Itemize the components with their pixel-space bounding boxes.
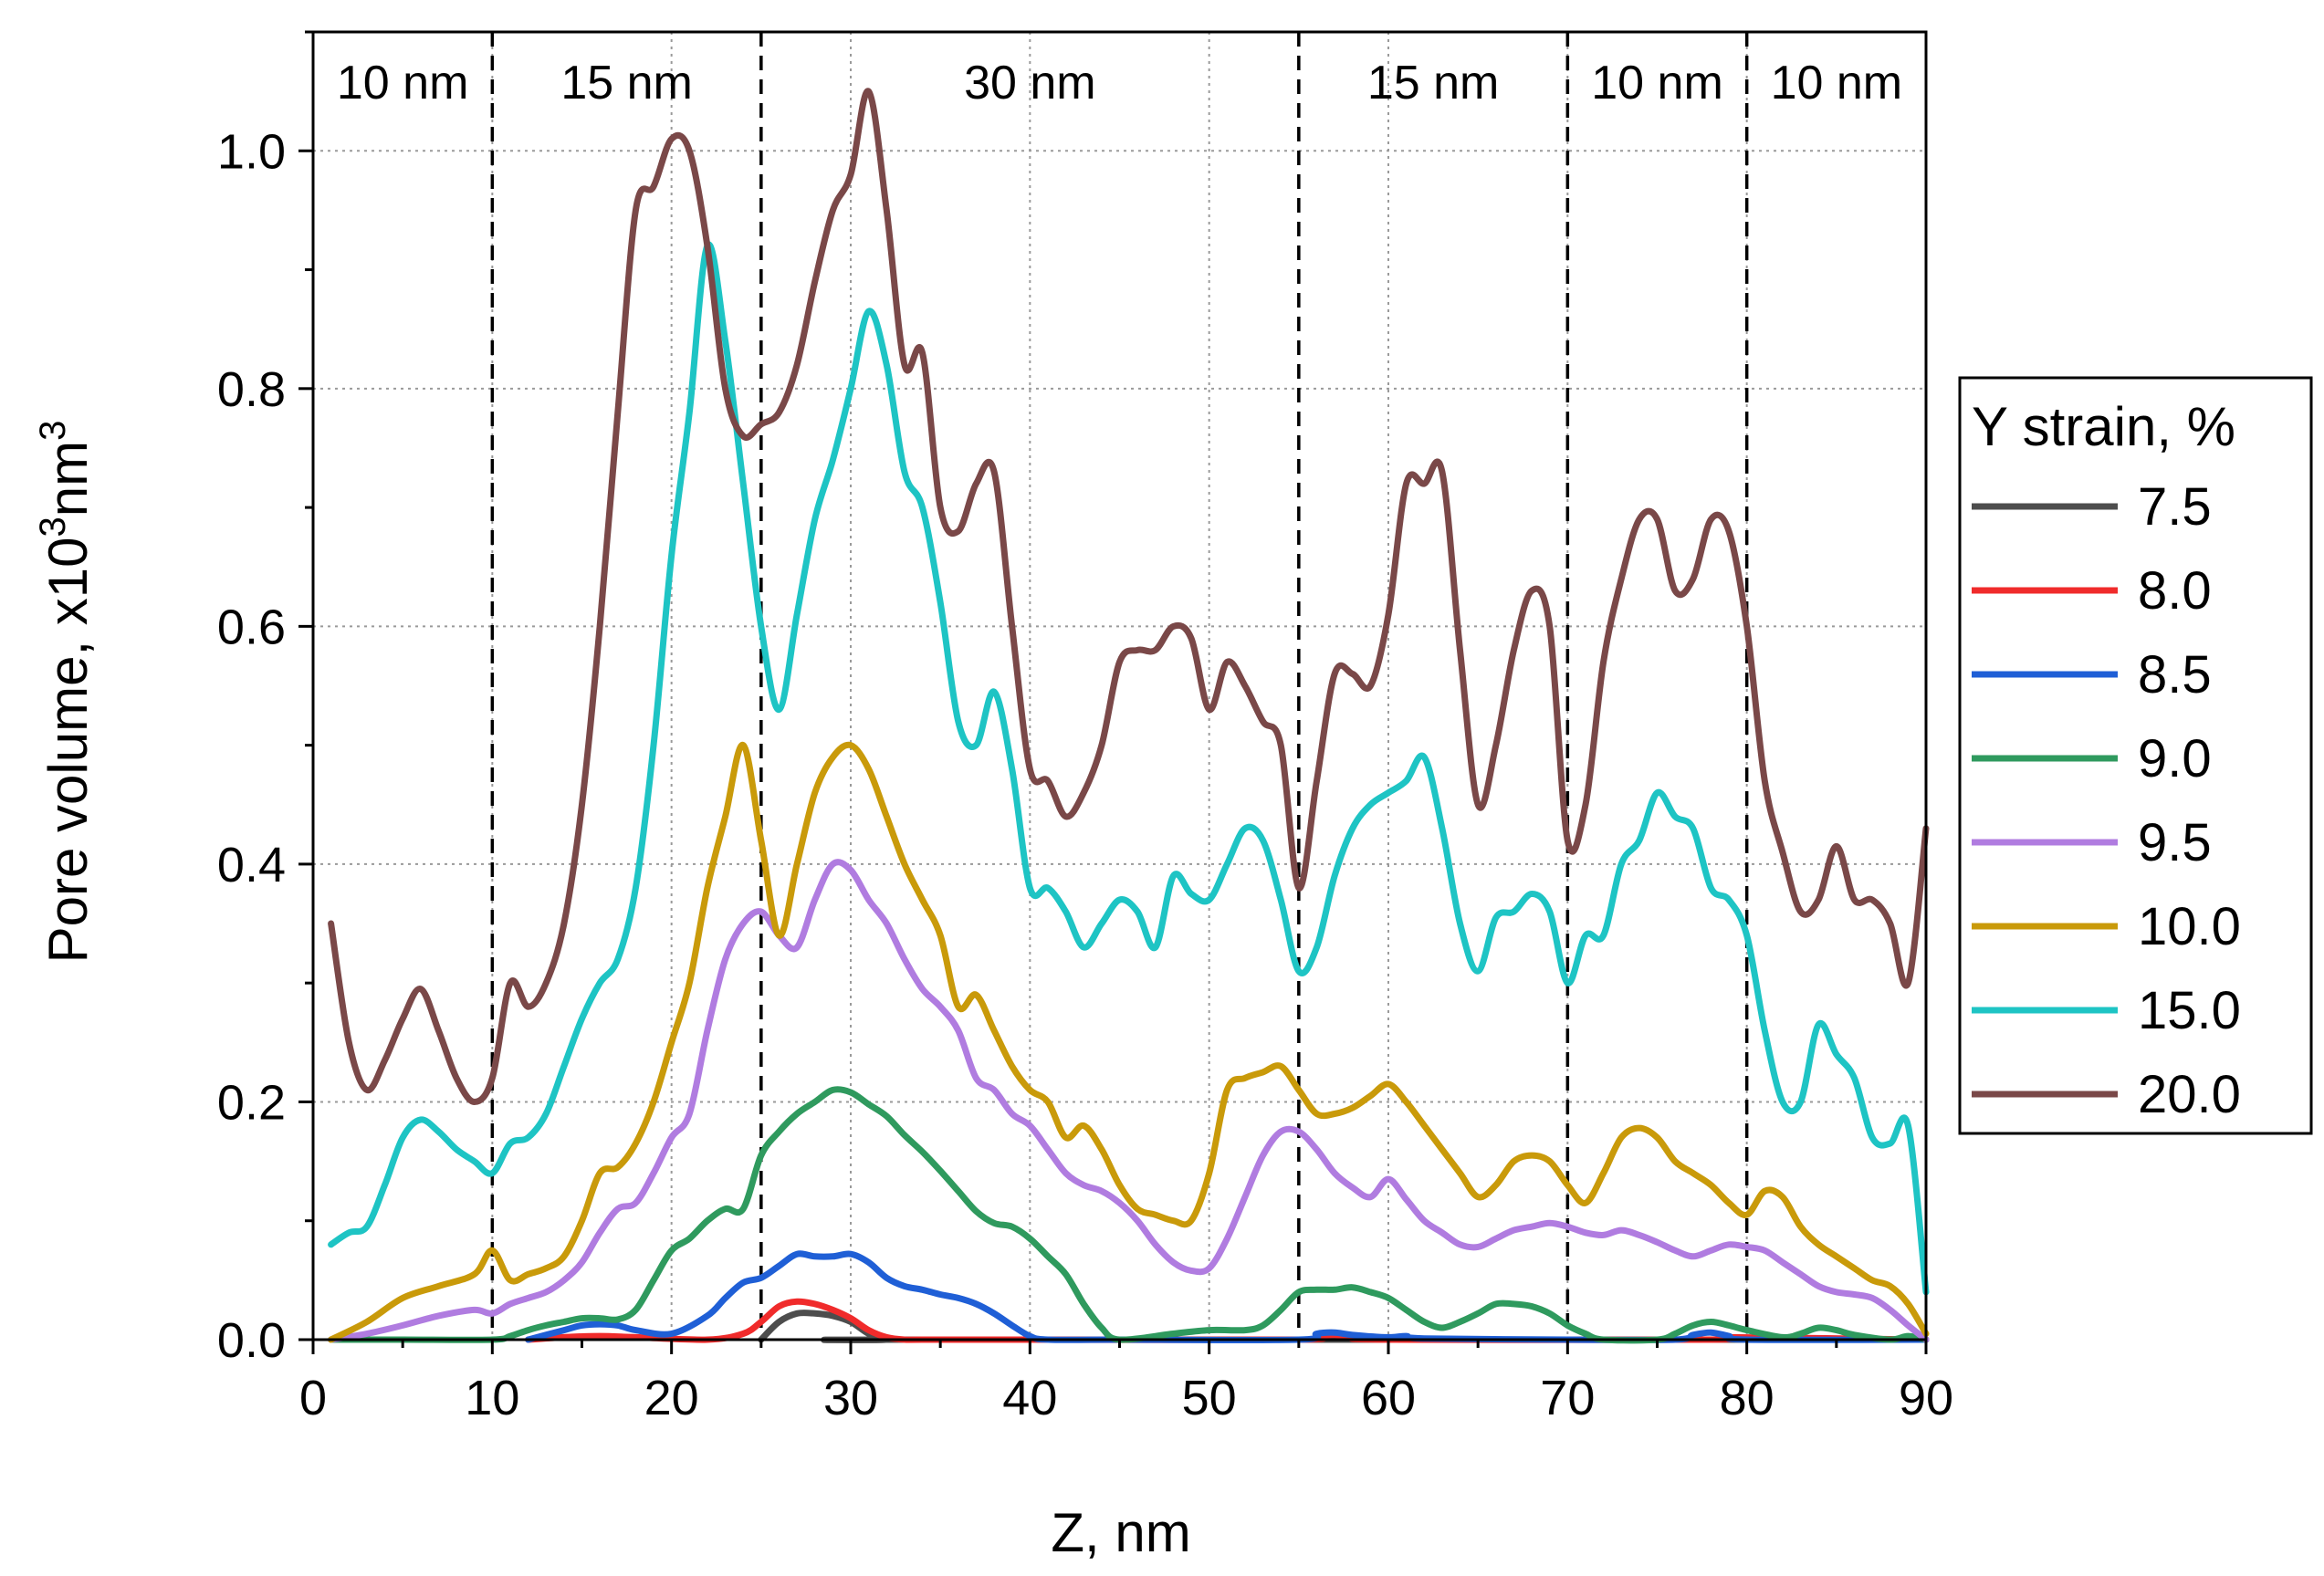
x-tick-label: 50: [1182, 1371, 1237, 1425]
y-axis-label-mid: nm: [37, 441, 99, 517]
legend-label-9.5: 9.5: [2138, 813, 2212, 872]
y-axis-label-sup1: 3: [33, 517, 73, 537]
x-tick-label: 40: [1002, 1371, 1057, 1425]
segment-width-label: 10 nm: [1771, 57, 1903, 110]
x-tick-label: 0: [299, 1371, 327, 1425]
x-axis-label: Z, nm: [1051, 1502, 1190, 1563]
legend-title: Y strain, %: [1972, 396, 2235, 457]
legend-label-9.0: 9.0: [2138, 729, 2212, 788]
segment-width-label: 15 nm: [1367, 57, 1500, 110]
y-tick-label: 0.8: [217, 362, 286, 417]
x-tick-label: 10: [465, 1371, 519, 1425]
series-line-9.5: [328, 859, 1930, 1343]
x-tick-label: 60: [1361, 1371, 1416, 1425]
x-tick-label: 90: [1899, 1371, 1953, 1425]
y-tick-label: 1.0: [217, 124, 286, 179]
legend-label-7.5: 7.5: [2138, 477, 2212, 537]
y-tick-label: 0.6: [217, 600, 286, 654]
segment-width-label: 10 nm: [1591, 57, 1723, 110]
y-tick-label: 0.2: [217, 1075, 286, 1130]
x-tick-label: 30: [823, 1371, 878, 1425]
legend: Y strain, % 7.5 8.0 8.5 9.0 9.5 10.0 15.0 20.0: [1958, 376, 2313, 1135]
y-axis-label-main: Pore volume, x10: [37, 537, 99, 963]
series-line-15.0: [328, 241, 1930, 1296]
legend-label-15.0: 15.0: [2138, 981, 2241, 1040]
y-axis-label: Pore volume, x103nm3: [33, 421, 99, 964]
x-tick-label: 20: [644, 1371, 699, 1425]
legend-label-8.5: 8.5: [2138, 645, 2212, 705]
legend-label-8.0: 8.0: [2138, 561, 2212, 621]
legend-label-10.0: 10.0: [2138, 897, 2241, 956]
y-axis-label-sup2: 3: [33, 421, 73, 441]
grid: [313, 32, 1926, 1340]
x-tick-label: 80: [1720, 1371, 1774, 1425]
plot-frame: [311, 30, 1928, 1341]
y-tick-label: 0.0: [217, 1313, 286, 1368]
legend-items: 7.5 8.0 8.5 9.0 9.5 10.0 15.0 20.0: [1972, 477, 2241, 1124]
segment-width-label: 10 nm: [337, 57, 469, 110]
segment-boundaries: [490, 32, 1749, 1340]
series-group: [328, 88, 1930, 1344]
segment-width-label: 15 nm: [560, 57, 693, 110]
series-line-10.0: [328, 741, 1930, 1343]
x-tick-label: 70: [1540, 1371, 1595, 1425]
y-tick-label: 0.4: [217, 838, 286, 892]
segment-width-label: 30 nm: [964, 57, 1096, 110]
axis-ticks: 0 10 20 30 40 50 60 70 80 90 0.0 0.2 0.4 0.6 0.8 1.0: [217, 30, 1953, 1425]
segment-labels: 10 nm 15 nm 30 nm 15 nm 10 nm 10 nm: [337, 57, 1902, 110]
legend-label-20.0: 20.0: [2138, 1065, 2241, 1124]
series-line-20.0: [328, 88, 1930, 1105]
